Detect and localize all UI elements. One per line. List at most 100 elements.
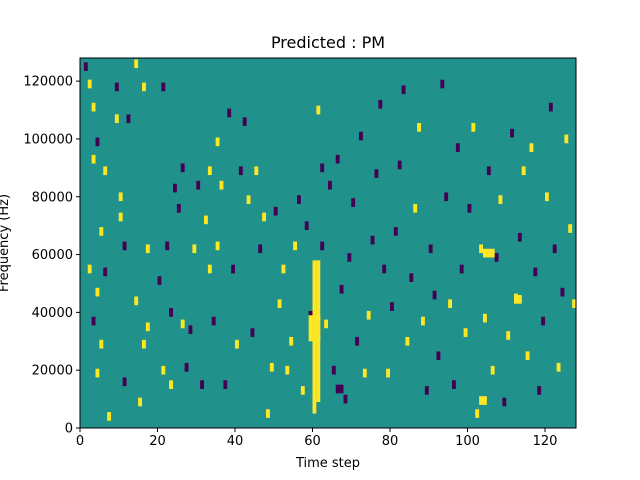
heatmap-cell [165,241,170,251]
heatmap-cell [273,206,278,216]
heatmap-band [514,295,522,304]
heatmap-cell [328,180,332,190]
heatmap-cell [393,227,398,236]
heatmap-cell [188,325,193,335]
x-tick-label: 100 [455,434,480,449]
heatmap-cell [359,131,363,141]
heatmap-cell [444,192,449,202]
heatmap-cell [556,362,561,372]
heatmap-cell [572,299,577,309]
heatmap-cell [103,267,108,277]
x-tick-label: 0 [76,434,84,449]
heatmap-cell [122,377,127,387]
heatmap-cell [196,180,201,190]
heatmap-cell [142,339,146,349]
heatmap-cell [169,380,174,389]
y-tick-label: 100000 [23,132,73,147]
heatmap-cell [99,227,104,236]
heatmap-cell [432,290,437,300]
heatmap-cell [281,264,286,274]
heatmap-cell [169,308,174,317]
heatmap-cell [235,339,239,349]
heatmap-cells [83,59,577,421]
heatmap-cell [207,166,212,176]
heatmap-cell [320,241,325,251]
heatmap-cell [161,82,166,92]
heatmap-cell [335,154,340,164]
heatmap-cell [114,82,119,92]
heatmap-cell [351,198,356,207]
y-tick-label: 120000 [23,75,73,90]
heatmap-cell [525,351,530,361]
heatmap-cell [409,273,414,283]
heatmap-cell [421,316,425,326]
heatmap-cell [475,409,480,418]
heatmap-cell [452,380,456,389]
heatmap-cell [533,267,538,277]
heatmap-cell [362,368,367,378]
plot-frame [79,57,577,429]
heatmap-cell [83,62,88,72]
heatmap-cell [173,183,177,193]
heatmap-cell [157,276,162,285]
heatmap-cell [126,114,131,124]
heatmap-cell [541,316,546,326]
plot-area [79,57,577,429]
heatmap-cell [145,322,150,332]
heatmap-cell [378,99,383,109]
heatmap-cell [184,362,189,372]
heatmap-cell [502,397,507,407]
heatmap-cell [413,203,418,213]
heatmap-cell [494,253,499,262]
heatmap-cell [424,386,429,395]
y-axis: 0 20000 40000 60000 80000 100000 120000 [23,75,80,437]
heatmap-cell [428,244,433,254]
heatmap-cell [486,166,491,176]
heatmap-cell [455,143,460,152]
heatmap-cell [386,368,391,378]
heatmap-cell [293,241,298,251]
heatmap-cell [200,380,205,389]
heatmap-cell [471,123,476,132]
heatmap-cell [517,232,522,242]
heatmap-cell [246,195,251,204]
heatmap-cell [498,195,503,204]
heatmap-cell [560,287,565,297]
heatmap-cell [510,128,515,138]
heatmap-cell [145,244,150,254]
heatmap-cell [250,328,255,337]
y-tick-label: 0 [65,422,73,437]
heatmap-cell [91,102,96,112]
heatmap-cell [479,244,484,254]
heatmap-cell [227,108,232,118]
heatmap-cell [107,412,112,421]
heatmap-cell [114,114,119,124]
heatmap-cell [219,180,224,190]
heatmap-cell [254,166,259,176]
heatmap-cell [87,264,92,274]
heatmap-cell [99,339,104,349]
heatmap-cell [347,253,352,262]
heatmap-cell [95,137,100,147]
x-tick-label: 20 [149,434,166,449]
heatmap-cell [207,264,212,274]
heatmap-cell [95,368,100,378]
heatmap-cell [355,336,360,346]
heatmap-cell [266,409,270,418]
heatmap-cell [231,264,236,274]
x-axis: 0 20 40 60 80 100 120 [76,428,557,449]
heatmap-cell [521,166,526,176]
heatmap-cell [204,215,208,225]
heatmap-cell [463,328,468,337]
heatmap-cell [436,351,441,361]
x-tick-label: 40 [227,434,244,449]
heatmap-cell [316,105,321,115]
x-axis-label: Time step [295,456,360,471]
heatmap-cell [568,224,573,233]
heatmap-cell [91,154,96,164]
heatmap-cell [138,397,143,407]
heatmap-band [483,248,495,258]
heatmap-cell [269,362,274,372]
heatmap-cell [548,102,553,112]
